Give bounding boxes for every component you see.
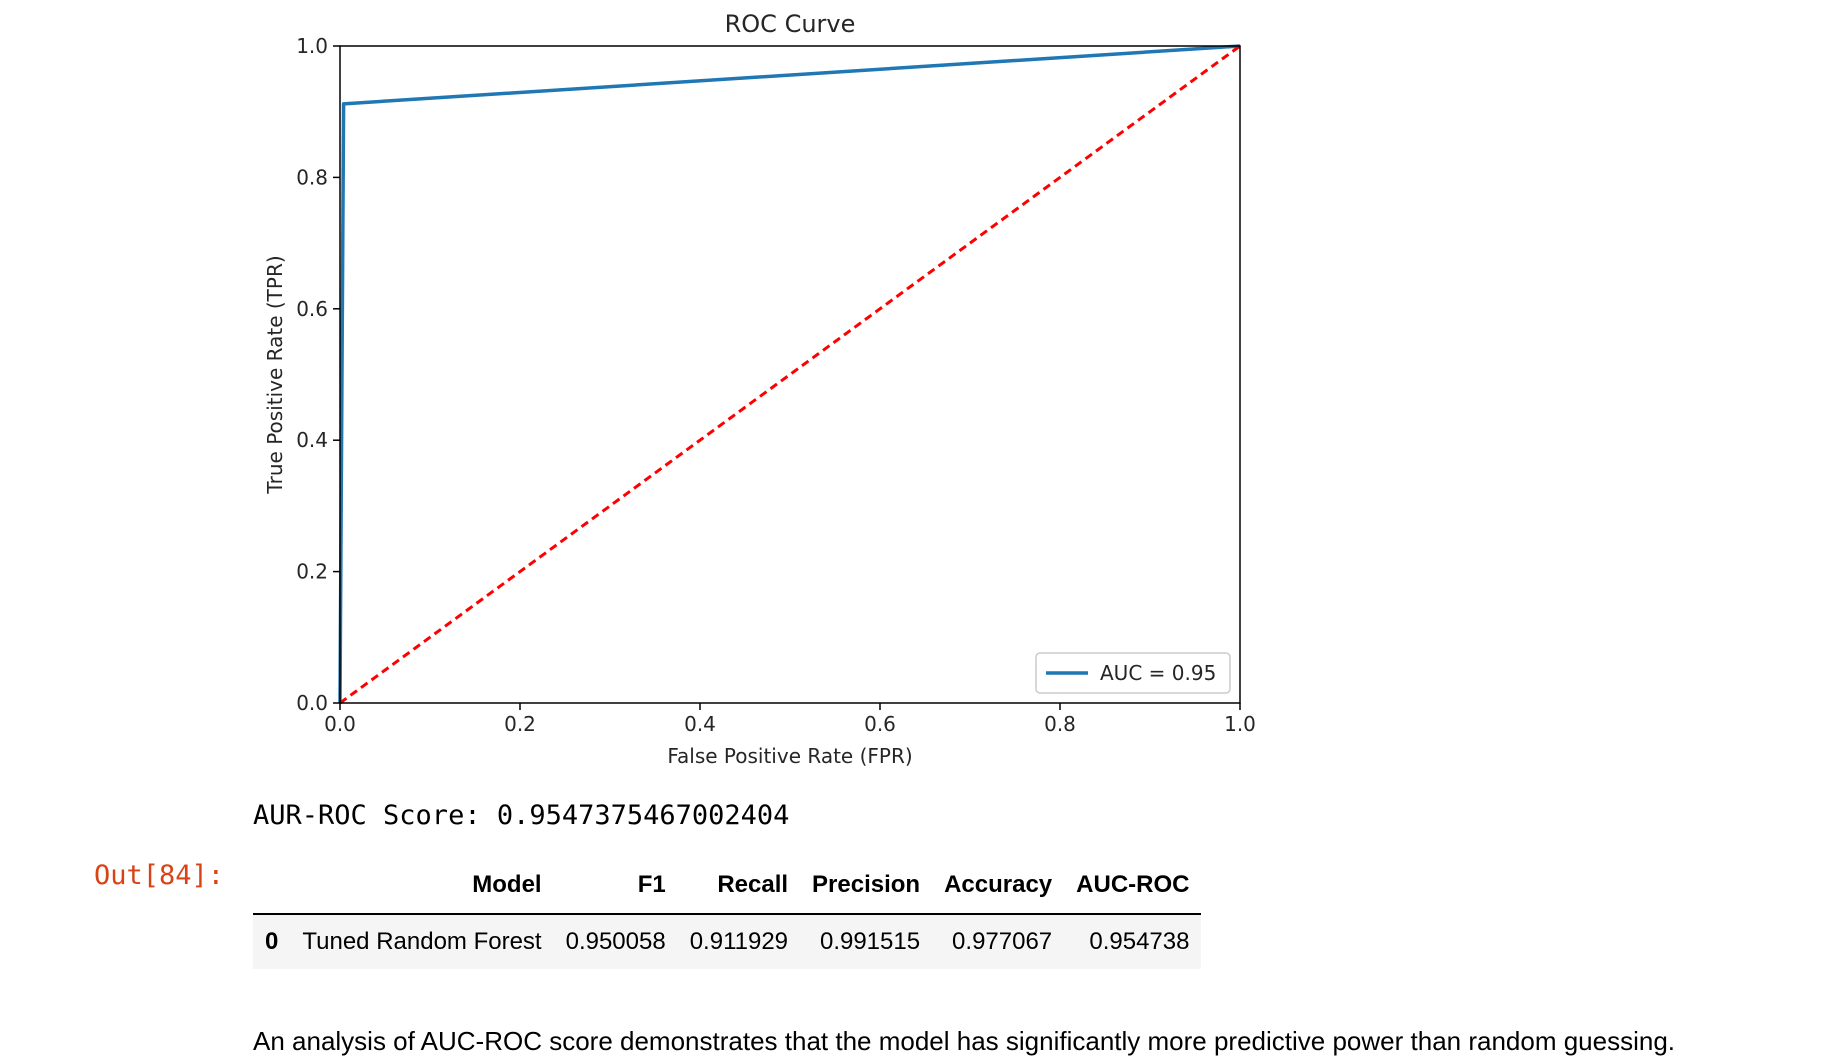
cell-precision: 0.991515 <box>800 914 933 969</box>
table-header-model: Model <box>290 863 554 915</box>
table-header-recall: Recall <box>677 863 801 915</box>
table-header-index <box>253 863 291 915</box>
table-header-f1: F1 <box>553 863 678 915</box>
cell-accuracy: 0.977067 <box>932 914 1065 969</box>
table-header-row: Model F1 Recall Precision Accuracy AUC-R… <box>253 863 1202 915</box>
plot-frame <box>339 45 1241 704</box>
out-prompt: Out[84]: <box>94 860 225 891</box>
table-header-precision: Precision <box>800 863 933 915</box>
x-tick-label: 0.0 <box>324 712 356 736</box>
chart-title: ROC Curve <box>725 10 856 38</box>
roc-chart: ROC Curve 0.0 0.2 0.4 0.6 0.8 1.0 0.0 0.2 0.4 0.6 0… <box>263 10 1256 768</box>
y-tick-label: 1.0 <box>296 34 328 58</box>
x-tick-label: 0.2 <box>504 712 536 736</box>
table-row: 0 Tuned Random Forest 0.950058 0.911929 … <box>253 914 1202 969</box>
table-header-auc-roc: AUC-ROC <box>1064 863 1202 915</box>
cell-auc-roc: 0.954738 <box>1064 914 1202 969</box>
y-tick-label: 0.4 <box>296 428 328 452</box>
x-tick-label: 0.8 <box>1044 712 1076 736</box>
results-table: Model F1 Recall Precision Accuracy AUC-R… <box>253 863 1202 969</box>
table-header-accuracy: Accuracy <box>932 863 1065 915</box>
row-index: 0 <box>253 914 291 969</box>
x-axis-label: False Positive Rate (FPR) <box>667 744 912 768</box>
auc-score-output: AUR-ROC Score: 0.9547375467002404 <box>253 800 790 831</box>
y-tick-label: 0.2 <box>296 560 328 584</box>
cell-f1: 0.950058 <box>553 914 678 969</box>
y-axis-label: True Positive Rate (TPR) <box>263 255 287 494</box>
analysis-paragraph: An analysis of AUC-ROC score demonstrate… <box>253 1026 1676 1056</box>
roc-curve-line <box>338 44 1241 704</box>
legend-box <box>1035 652 1231 694</box>
y-tick-label: 0.0 <box>296 691 328 715</box>
x-tick-label: 1.0 <box>1224 712 1256 736</box>
cell-model: Tuned Random Forest <box>290 914 554 969</box>
cell-recall: 0.911929 <box>677 914 801 969</box>
x-tick-label: 0.4 <box>684 712 716 736</box>
random-baseline-line <box>339 44 1241 705</box>
y-tick-label: 0.6 <box>296 297 328 321</box>
legend-label: AUC = 0.95 <box>1100 661 1216 685</box>
x-tick-label: 0.6 <box>864 712 896 736</box>
y-tick-label: 0.8 <box>296 165 328 189</box>
roc-chart-svg: ROC Curve 0.0 0.2 0.4 0.6 0.8 1.0 0.0 0.2 0.4 0.6 0… <box>263 10 1256 768</box>
